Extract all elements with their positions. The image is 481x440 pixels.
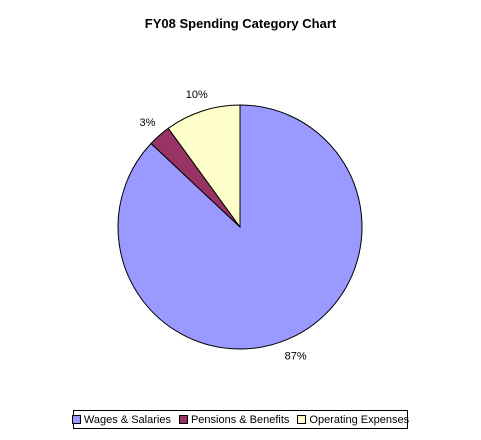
legend-swatch-wages — [71, 415, 81, 424]
legend-swatch-operating — [297, 415, 307, 424]
legend-item-operating: Operating Expenses — [297, 414, 409, 426]
slice-label-pensions: 3% — [139, 117, 155, 129]
legend-label-pensions: Pensions & Benefits — [190, 413, 290, 426]
chart-title: FY08 Spending Category Chart — [144, 16, 337, 31]
pie-slices — [117, 104, 363, 350]
legend-label-operating: Operating Expenses — [309, 413, 410, 426]
legend-item-pensions: Pensions & Benefits — [178, 413, 290, 426]
legend-label-wages: Wages & Salaries — [83, 413, 171, 426]
legend-item-wages: Wages & Salaries — [71, 413, 171, 426]
slice-label-operating: 10% — [186, 89, 208, 101]
pie-slice-operating — [167, 104, 241, 229]
legend-swatch-pensions — [178, 415, 188, 424]
legend: Wages & Salaries Pensions & Benefits Ope… — [71, 410, 409, 429]
pie-labels: 87% 3% 10% — [139, 89, 306, 363]
slice-label-wages: 87% — [285, 350, 307, 362]
